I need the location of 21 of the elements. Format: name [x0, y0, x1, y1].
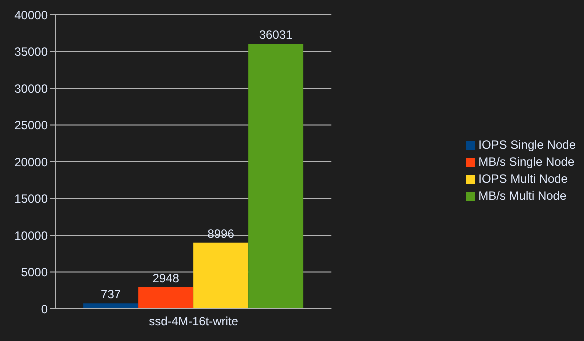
y-tick-label: 40000 — [14, 8, 48, 22]
bar — [248, 44, 304, 309]
bar — [138, 287, 194, 309]
legend-label: IOPS Single Node — [478, 138, 576, 152]
legend-label: MB/s Multi Node — [478, 189, 567, 203]
bar — [194, 242, 249, 309]
y-tick-label: 35000 — [14, 45, 48, 60]
y-tick-label: 20000 — [14, 155, 48, 170]
data-label: 2948 — [152, 271, 180, 286]
y-tick-label: 25000 — [14, 118, 48, 133]
data-label: 737 — [101, 288, 122, 302]
y-tick-label: 0 — [41, 302, 48, 316]
y-tick-label: 10000 — [14, 228, 48, 243]
x-tick-label: ssd-4M-16t-write — [149, 314, 239, 329]
y-tick-label: 15000 — [14, 192, 48, 206]
data-label: 36031 — [259, 28, 294, 42]
bar — [84, 304, 139, 309]
y-tick-label: 5000 — [21, 266, 48, 280]
legend-label: IOPS Multi Node — [478, 172, 568, 186]
legend-label: MB/s Single Node — [478, 155, 575, 169]
y-tick-label: 30000 — [14, 82, 48, 96]
